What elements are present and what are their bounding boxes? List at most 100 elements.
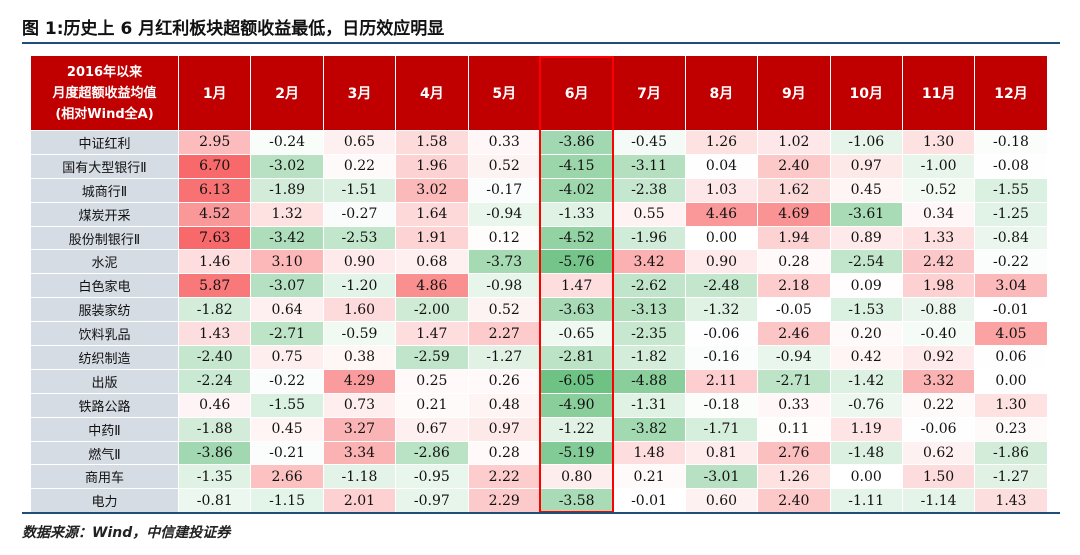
column-header: 5月: [467, 55, 541, 131]
table-row: 燃气Ⅱ -3.86 -0.21 3.34 -2.86 0.28 -5.19 1.48 0.81 2…: [30, 440, 1048, 466]
value-cell: -1.71: [684, 416, 759, 442]
value-cell: -0.17: [467, 177, 541, 203]
column-header: 9月: [757, 55, 831, 131]
value-cell: -0.40: [901, 321, 976, 347]
value-cell: 0.45: [829, 177, 903, 203]
table-row: 饮料乳品 1.43 -2.71 -0.59 1.47 2.27 -0.65 -2.35 -0.0…: [30, 321, 1048, 347]
value-cell: -4.52: [539, 225, 614, 251]
value-cell: 0.20: [829, 321, 903, 347]
value-cell: -5.76: [539, 249, 614, 275]
value-cell: -2.35: [612, 321, 686, 347]
table-row: 中药Ⅱ -1.88 0.45 3.27 0.67 0.97 -1.22 -3.82 -1.71 0…: [30, 416, 1048, 442]
corner-header: 2016年以来 月度超额收益均值 (相对Wind全A): [30, 55, 179, 131]
value-cell: 0.67: [395, 416, 469, 442]
value-cell: 4.86: [395, 273, 469, 299]
value-cell: -3.01: [684, 464, 759, 490]
value-cell: 2.27: [467, 321, 541, 347]
value-cell: -3.82: [612, 416, 686, 442]
value-cell: 0.00: [829, 464, 903, 490]
value-cell: -4.90: [539, 392, 614, 418]
value-cell: 1.32: [250, 201, 324, 227]
value-cell: -0.94: [757, 345, 831, 370]
value-cell: -1.96: [612, 225, 686, 251]
column-header: 10月: [829, 55, 903, 131]
value-cell: -0.45: [612, 130, 686, 155]
figure-title: 图 1:历史上 6 月红利板块超额收益最低，日历效应明显: [22, 19, 445, 39]
row-label: 白色家电: [30, 273, 179, 299]
value-cell: 0.06: [974, 345, 1048, 370]
value-cell: -1.88: [177, 416, 252, 442]
row-label: 国有大型银行Ⅱ: [30, 153, 179, 179]
value-cell: 0.38: [322, 345, 397, 370]
value-cell: -0.21: [250, 440, 324, 466]
value-cell: -1.14: [901, 488, 976, 514]
row-label: 中证红利: [30, 130, 179, 155]
table-row: 纺织制造 -2.40 0.75 0.38 -2.59 -1.27 -2.81 -1.82 -0.…: [30, 345, 1048, 370]
value-cell: -0.88: [901, 297, 976, 323]
value-cell: -3.11: [612, 153, 686, 179]
value-cell: 1.30: [974, 392, 1048, 418]
value-cell: -1.82: [177, 297, 252, 323]
value-cell: 0.52: [467, 297, 541, 323]
column-header: 4月: [395, 55, 469, 131]
value-cell: -1.11: [829, 488, 903, 514]
column-header: 3月: [322, 55, 397, 131]
value-cell: -3.58: [539, 488, 614, 514]
value-cell: 0.60: [684, 488, 759, 514]
value-cell: 0.33: [757, 392, 831, 418]
value-cell: -0.06: [901, 416, 976, 442]
value-cell: -2.59: [395, 345, 469, 370]
value-cell: -1.33: [539, 201, 614, 227]
value-cell: 4.69: [757, 201, 831, 227]
value-cell: -1.22: [539, 416, 614, 442]
value-cell: 6.13: [177, 177, 252, 203]
value-cell: -0.52: [901, 177, 976, 203]
value-cell: 3.27: [322, 416, 397, 442]
value-cell: 1.94: [757, 225, 831, 251]
value-cell: -0.94: [467, 201, 541, 227]
value-cell: 1.62: [757, 177, 831, 203]
header-row: 2016年以来 月度超额收益均值 (相对Wind全A) 1月 2月 3月 4月 5月 6月…: [30, 55, 1048, 131]
table-row: 商用车 -1.35 2.66 -1.18 -0.95 2.22 0.80 0.21 -3.01 1…: [30, 464, 1048, 490]
value-cell: -2.71: [250, 321, 324, 347]
value-cell: -0.81: [177, 488, 252, 514]
value-cell: 1.03: [684, 177, 759, 203]
value-cell: 0.97: [467, 416, 541, 442]
value-cell: 2.66: [250, 464, 324, 490]
row-label: 出版: [30, 368, 179, 394]
value-cell: 0.92: [901, 345, 976, 370]
value-cell: -4.88: [612, 368, 686, 394]
value-cell: -1.48: [829, 440, 903, 466]
title-rule: [22, 42, 1060, 44]
value-cell: -0.59: [322, 321, 397, 347]
value-cell: 1.19: [829, 416, 903, 442]
table-row: 服装家纺 -1.82 0.64 1.60 -2.00 0.52 -3.63 -3.13 -1.3…: [30, 297, 1048, 323]
value-cell: 2.22: [467, 464, 541, 490]
value-cell: 0.68: [395, 249, 469, 275]
value-cell: -3.07: [250, 273, 324, 299]
value-cell: 3.04: [974, 273, 1048, 299]
row-label: 股份制银行Ⅱ: [30, 225, 179, 251]
column-header: 12月: [974, 55, 1048, 131]
value-cell: -2.71: [757, 368, 831, 394]
value-cell: -3.73: [467, 249, 541, 275]
value-cell: -0.01: [974, 297, 1048, 323]
value-cell: 0.23: [974, 416, 1048, 442]
value-cell: -1.82: [612, 345, 686, 370]
corner-line-1: 2016年以来: [66, 64, 143, 80]
value-cell: 0.00: [684, 225, 759, 251]
row-label: 服装家纺: [30, 297, 179, 323]
value-cell: 0.22: [322, 153, 397, 179]
column-header: 6月: [539, 55, 614, 131]
value-cell: 3.34: [322, 440, 397, 466]
table-row: 股份制银行Ⅱ 7.63 -3.42 -2.53 1.91 0.12 -4.52 -1.96 0.…: [30, 225, 1048, 251]
bottom-rule: [22, 512, 1060, 514]
column-header: 8月: [684, 55, 759, 131]
row-label: 城商行Ⅱ: [30, 177, 179, 203]
value-cell: 2.29: [467, 488, 541, 514]
value-cell: 4.05: [974, 321, 1048, 347]
value-cell: 0.33: [467, 130, 541, 155]
value-cell: 0.52: [467, 153, 541, 179]
value-cell: 4.52: [177, 201, 252, 227]
value-cell: 0.81: [684, 440, 759, 466]
